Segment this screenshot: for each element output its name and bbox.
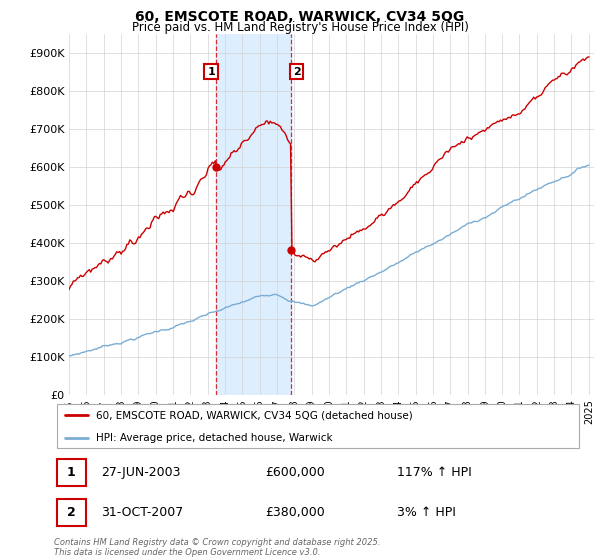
Text: 1: 1 <box>207 67 215 77</box>
Text: 1: 1 <box>67 466 76 479</box>
FancyBboxPatch shape <box>56 404 580 449</box>
Text: £600,000: £600,000 <box>265 466 325 479</box>
Text: 3% ↑ HPI: 3% ↑ HPI <box>397 506 456 519</box>
Text: £380,000: £380,000 <box>265 506 325 519</box>
Text: 60, EMSCOTE ROAD, WARWICK, CV34 5QG: 60, EMSCOTE ROAD, WARWICK, CV34 5QG <box>136 10 464 24</box>
Text: Contains HM Land Registry data © Crown copyright and database right 2025.
This d: Contains HM Land Registry data © Crown c… <box>54 538 380 557</box>
Bar <box>216 34 292 395</box>
Text: Price paid vs. HM Land Registry's House Price Index (HPI): Price paid vs. HM Land Registry's House … <box>131 21 469 34</box>
Text: 2: 2 <box>293 67 301 77</box>
Text: 31-OCT-2007: 31-OCT-2007 <box>101 506 184 519</box>
Text: 2: 2 <box>67 506 76 519</box>
FancyBboxPatch shape <box>56 500 86 526</box>
Text: 27-JUN-2003: 27-JUN-2003 <box>101 466 181 479</box>
FancyBboxPatch shape <box>56 459 86 486</box>
Text: 117% ↑ HPI: 117% ↑ HPI <box>397 466 472 479</box>
Text: HPI: Average price, detached house, Warwick: HPI: Average price, detached house, Warw… <box>96 433 333 444</box>
Text: 60, EMSCOTE ROAD, WARWICK, CV34 5QG (detached house): 60, EMSCOTE ROAD, WARWICK, CV34 5QG (det… <box>96 410 413 421</box>
